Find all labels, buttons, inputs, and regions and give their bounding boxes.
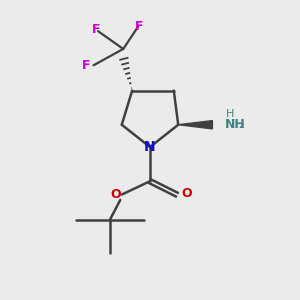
Text: NH: NH xyxy=(225,118,246,131)
Text: O: O xyxy=(110,188,121,201)
Text: F: F xyxy=(82,59,91,72)
Text: ₂: ₂ xyxy=(238,118,244,131)
Text: F: F xyxy=(135,20,144,33)
Text: F: F xyxy=(92,23,101,36)
Text: O: O xyxy=(181,187,192,200)
Text: H: H xyxy=(226,109,234,119)
Polygon shape xyxy=(178,121,212,129)
Text: N: N xyxy=(144,140,156,154)
